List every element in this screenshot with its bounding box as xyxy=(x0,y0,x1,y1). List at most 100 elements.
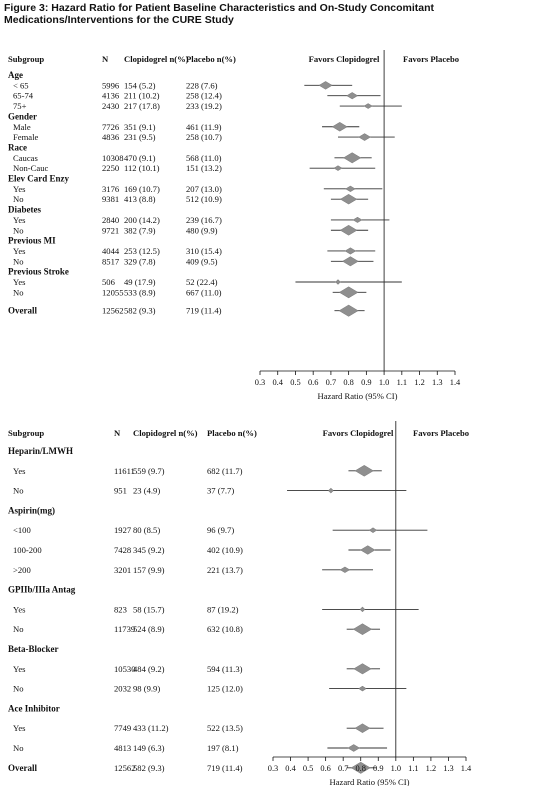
hr-diamond xyxy=(363,103,373,109)
row-placebo: 52 (22.4) xyxy=(186,277,218,287)
row-placebo: 125 (12.0) xyxy=(207,684,243,694)
row-placebo: 37 (7.7) xyxy=(207,486,234,496)
row-placebo: 258 (10.7) xyxy=(186,132,222,142)
group-label: Previous Stroke xyxy=(8,267,69,277)
row-placebo: 719 (11.4) xyxy=(207,763,243,773)
header-n: N xyxy=(102,54,109,64)
row-placebo: 96 (9.7) xyxy=(207,525,234,535)
hr-diamond xyxy=(358,133,371,141)
group-label: Gender xyxy=(8,111,37,121)
row-clopidogrel: 217 (17.8) xyxy=(124,101,160,111)
row-label: No xyxy=(13,624,24,634)
hr-diamond xyxy=(346,92,359,100)
hr-diamond xyxy=(354,465,374,477)
x-tick-label: 0.8 xyxy=(355,764,365,773)
row-clopidogrel: 80 (8.5) xyxy=(133,525,160,535)
hr-diamond xyxy=(360,545,376,555)
x-tick-label: 1.1 xyxy=(408,764,418,773)
hr-diamond xyxy=(352,623,373,635)
row-n: 823 xyxy=(114,604,127,614)
row-clopidogrel: 582 (9.3) xyxy=(133,763,165,773)
row-label: No xyxy=(13,684,24,694)
x-axis-title: Hazard Ratio (95% CI) xyxy=(318,391,398,401)
row-n: 12055 xyxy=(102,287,123,297)
row-label: 75+ xyxy=(13,101,27,111)
row-placebo: 239 (16.7) xyxy=(186,215,222,225)
row-placebo: 682 (11.7) xyxy=(207,466,243,476)
row-clopidogrel: 49 (17.9) xyxy=(124,277,156,287)
row-n: 2250 xyxy=(102,163,119,173)
row-n: 7749 xyxy=(114,723,131,733)
x-tick-label: 1.4 xyxy=(461,764,472,773)
row-clopidogrel: 112 (10.1) xyxy=(124,163,160,173)
hr-diamond xyxy=(347,744,360,752)
row-label: Yes xyxy=(13,604,26,614)
row-n: 4836 xyxy=(102,132,120,142)
x-tick-label: 1.1 xyxy=(397,378,407,387)
row-label: Yes xyxy=(13,246,26,256)
overall-label: Overall xyxy=(8,306,37,316)
row-n: 11611 xyxy=(114,466,135,476)
row-placebo: 87 (19.2) xyxy=(207,604,239,614)
x-tick-label: 0.7 xyxy=(326,378,336,387)
group-label: Previous MI xyxy=(8,236,56,246)
row-n: 9721 xyxy=(102,225,119,235)
row-placebo: 594 (11.3) xyxy=(207,664,243,674)
x-tick-label: 0.3 xyxy=(255,378,265,387)
group-label: Age xyxy=(8,70,23,80)
row-n: 506 xyxy=(102,277,116,287)
figure-title: Figure 3: Hazard Ratio for Patient Basel… xyxy=(4,2,434,26)
row-placebo: 512 (10.9) xyxy=(186,194,222,204)
group-label: Ace Inhibitor xyxy=(8,703,60,713)
favors-clopidogrel-label: Favors Clopidogrel xyxy=(309,54,380,64)
row-placebo: 151 (13.2) xyxy=(186,163,222,173)
hr-diamond xyxy=(318,81,333,90)
row-n: 1927 xyxy=(114,525,132,535)
row-placebo: 233 (19.2) xyxy=(186,101,222,111)
row-n: 951 xyxy=(114,486,127,496)
row-n: 12562 xyxy=(102,306,123,316)
hr-diamond xyxy=(354,723,371,733)
forest-plot-medications: Subgroup N Clopidogrel n(%) Placebo n(%) Fav… xyxy=(8,421,472,786)
row-placebo: 258 (12.4) xyxy=(186,91,222,101)
row-placebo: 207 (13.0) xyxy=(186,184,222,194)
row-n: 2430 xyxy=(102,101,119,111)
x-tick-label: 1.2 xyxy=(426,764,436,773)
header-subgroup: Subgroup xyxy=(8,54,44,64)
hr-diamond xyxy=(344,247,357,255)
row-label: 100-200 xyxy=(13,545,42,555)
row-placebo: 522 (13.5) xyxy=(207,723,243,733)
row-placebo: 667 (11.0) xyxy=(186,287,222,297)
row-n: 11739 xyxy=(114,624,135,634)
forest-plot-baseline: Subgroup N Clopidogrel n(%)Placebo n(%) Fav… xyxy=(8,50,461,401)
row-clopidogrel: 211 (10.2) xyxy=(124,91,160,101)
row-label: Yes xyxy=(13,184,26,194)
hr-diamond xyxy=(352,216,363,223)
row-label: Yes xyxy=(13,215,26,225)
row-label: No xyxy=(13,225,24,235)
x-tick-label: 0.8 xyxy=(343,378,353,387)
hr-diamond xyxy=(359,606,366,613)
hr-diamond xyxy=(339,566,351,573)
row-n: 2032 xyxy=(114,684,131,694)
row-clopidogrel: 345 (9.2) xyxy=(133,545,165,555)
x-tick-label: 1.4 xyxy=(450,378,461,387)
favors-placebo-label: Favors Placebo xyxy=(403,54,459,64)
row-placebo: 632 (10.8) xyxy=(207,624,243,634)
row-label: Yes xyxy=(13,466,26,476)
row-placebo: 568 (11.0) xyxy=(186,153,222,163)
group-label: Beta-Blocker xyxy=(8,644,58,654)
row-label: No xyxy=(13,194,24,204)
row-n: 7428 xyxy=(114,545,131,555)
header-placebo: Placebo n(%) xyxy=(207,428,257,438)
row-label: < 65 xyxy=(13,80,29,90)
row-n: 4813 xyxy=(114,743,131,753)
group-label: Aspirin(mg) xyxy=(8,505,55,515)
row-placebo: 719 (11.4) xyxy=(186,306,222,316)
x-tick-label: 0.5 xyxy=(290,378,300,387)
row-clopidogrel: 231 (9.5) xyxy=(124,132,156,142)
row-clopidogrel: 582 (9.3) xyxy=(124,306,156,316)
row-clopidogrel: 200 (14.2) xyxy=(124,215,160,225)
x-tick-label: 1.3 xyxy=(432,378,442,387)
row-label: 65-74 xyxy=(13,91,34,101)
